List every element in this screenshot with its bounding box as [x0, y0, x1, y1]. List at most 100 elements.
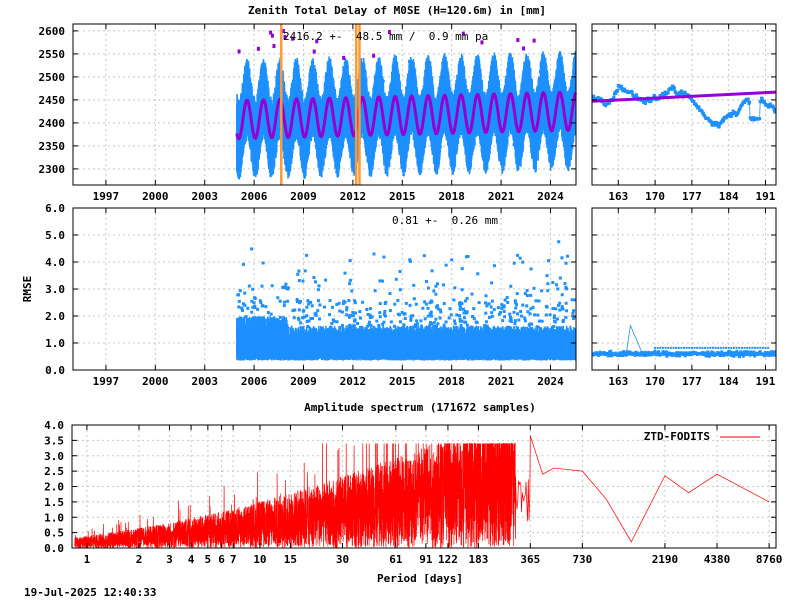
rmse-outlier-point: [358, 309, 362, 313]
rmse-outlier-point: [505, 296, 509, 300]
rmse-outlier-point: [428, 323, 432, 327]
rmse-outlier-point: [565, 309, 569, 313]
y-tick-label: 2300: [39, 163, 66, 176]
rmse-outlier-point: [489, 305, 493, 309]
rmse-outlier-point: [303, 269, 307, 273]
rmse-outlier-point: [513, 319, 517, 323]
rmse-outlier-point: [419, 319, 423, 323]
rmse-outlier-point: [301, 279, 305, 283]
rmse-outlier-point: [241, 318, 245, 322]
rmse-outlier-point: [250, 247, 254, 251]
ztd-sample-point: [554, 121, 558, 125]
ztd-sample-point: [508, 104, 512, 108]
rmse-outlier-point: [461, 307, 465, 311]
ztd-zoom-point: [612, 95, 616, 99]
x-tick-label: 2006: [241, 190, 268, 203]
ztd-sample-point: [260, 119, 264, 123]
rmse-outlier-point: [471, 315, 475, 319]
rmse-outlier-point: [343, 271, 347, 275]
ztd-time-series-panel: Zenith Total Delay of M0SE (H=120.6m) in…: [39, 4, 578, 203]
rmse-outlier-point: [512, 310, 516, 314]
rmse-outlier-point: [501, 319, 505, 323]
ztd-sample-point: [366, 159, 370, 163]
rmse-outlier-point: [369, 323, 373, 327]
rmse-outlier-point: [276, 296, 280, 300]
rmse-outlier-point: [317, 284, 321, 288]
ztd-sample-point: [419, 118, 423, 122]
rmse-outlier-point: [425, 279, 429, 283]
rmse-outlier-point: [347, 298, 351, 302]
rmse-outlier-point: [388, 292, 392, 296]
rmse-outlier-point: [392, 324, 396, 328]
ztd-zoom-point: [736, 111, 740, 115]
ztd-chart-title: Zenith Total Delay of M0SE (H=120.6m) in…: [248, 4, 546, 17]
rmse-outlier-point: [472, 307, 476, 311]
rmse-outlier-point: [262, 323, 266, 327]
rmse-outlier-point: [367, 323, 371, 327]
ztd-zoom-point: [733, 110, 737, 114]
rmse-outlier-point: [434, 317, 438, 321]
rmse-outlier-point: [490, 314, 494, 318]
rmse-outlier-point: [487, 316, 491, 320]
ztd-flagged-point: [283, 34, 287, 39]
ztd-sample-point: [346, 134, 350, 138]
rmse-outlier-point: [518, 256, 522, 260]
ztd-sample-point: [515, 139, 519, 143]
ztd-sample-point: [538, 70, 542, 74]
ztd-sample-point: [301, 116, 305, 120]
rmse-outlier-point: [529, 307, 533, 311]
ztd-sample-point: [476, 97, 480, 101]
rmse-outlier-point: [282, 318, 286, 322]
ztd-flagged-point: [372, 53, 376, 58]
rmse-outlier-point: [282, 300, 286, 304]
ztd-sample-point: [466, 117, 470, 121]
ztd-sample-point: [533, 97, 537, 101]
ztd-sample-point: [277, 110, 281, 114]
rmse-outlier-point: [347, 315, 351, 319]
rmse-outlier-point: [544, 313, 548, 317]
rmse-outlier-point: [238, 289, 242, 293]
ztd-sample-point: [432, 142, 436, 146]
ztd-sample-point: [368, 120, 372, 124]
rmse-outlier-point: [438, 308, 442, 312]
ztd-sample-point: [323, 101, 327, 105]
rmse-outlier-point: [244, 315, 248, 319]
ztd-sample-point: [377, 79, 381, 83]
rmse-outlier-point: [449, 313, 453, 317]
rmse-outlier-point: [299, 321, 303, 325]
ztd-sample-point: [529, 133, 533, 137]
rmse-outlier-point: [403, 312, 407, 316]
rmse-outlier-point: [316, 288, 320, 292]
rmse-outlier-point: [533, 313, 537, 317]
ztd-sample-point: [252, 161, 256, 165]
rmse-outlier-point: [499, 311, 503, 315]
rmse-outlier-point: [532, 286, 536, 290]
rmse-outlier-point: [338, 309, 342, 313]
rmse-outlier-point: [432, 321, 436, 325]
rmse-outlier-point: [278, 299, 282, 303]
rmse-outlier-point: [408, 303, 412, 307]
rmse-outlier-point: [540, 289, 544, 293]
ztd-sample-point: [261, 117, 265, 121]
ztd-sample-point: [334, 112, 338, 116]
rmse-outlier-point: [383, 314, 387, 318]
rmse-outlier-point: [285, 324, 289, 328]
rmse-outlier-point: [314, 280, 318, 284]
ztd-sample-point: [521, 136, 525, 140]
rmse-outlier-point: [447, 316, 451, 320]
ztd-sample-point: [475, 56, 479, 60]
rmse-outlier-point: [237, 299, 241, 303]
ztd-sample-point: [273, 102, 277, 106]
ztd-sample-point: [290, 146, 294, 150]
rmse-outlier-point: [492, 264, 496, 268]
rmse-outlier-point: [503, 298, 507, 302]
ztd-sample-point: [244, 115, 248, 119]
rmse-outlier-point: [572, 315, 576, 319]
ztd-sample-point: [386, 150, 390, 154]
rmse-outlier-point: [421, 306, 425, 310]
rmse-outlier-point: [383, 302, 387, 306]
rmse-outlier-point: [432, 324, 436, 328]
rmse-outlier-point: [282, 304, 286, 308]
rmse-outlier-point: [305, 314, 309, 318]
ztd-sample-point: [526, 106, 530, 110]
